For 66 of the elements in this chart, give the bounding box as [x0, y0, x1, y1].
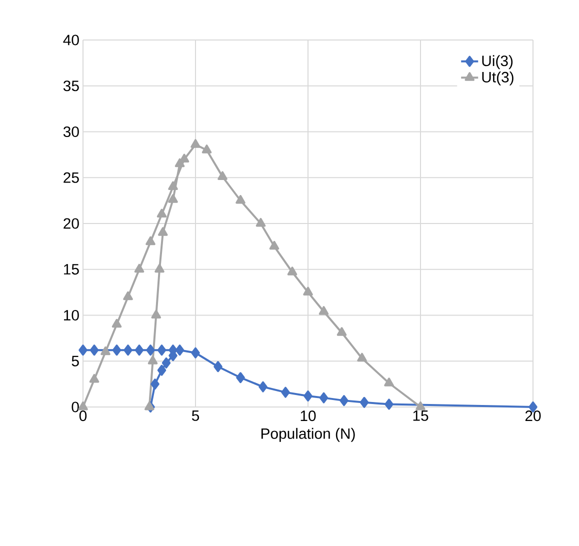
point	[190, 139, 200, 148]
point	[150, 378, 160, 390]
point	[256, 218, 266, 227]
point	[269, 240, 280, 250]
point	[146, 236, 156, 246]
point	[281, 386, 290, 398]
point	[89, 374, 100, 383]
point	[146, 344, 155, 356]
point	[319, 392, 328, 404]
point	[258, 381, 268, 392]
point	[168, 194, 178, 203]
point	[168, 181, 178, 190]
point	[236, 195, 246, 204]
legend-label: Ui(3)	[482, 55, 513, 70]
point	[214, 361, 222, 372]
y-tick-label: 35	[63, 80, 79, 92]
point	[236, 372, 245, 384]
x-tick-label: 5	[192, 410, 200, 421]
point	[154, 264, 164, 273]
point	[124, 344, 132, 356]
y-tick-label: 15	[64, 264, 79, 275]
point	[90, 344, 99, 356]
y-tick-label: 5	[72, 356, 79, 366]
y-tick-label: 0	[72, 402, 79, 412]
point	[179, 154, 190, 163]
y-tick-label: 25	[64, 172, 79, 183]
point	[318, 306, 329, 315]
point	[112, 344, 122, 356]
point	[134, 344, 144, 356]
point	[78, 344, 88, 356]
x-tick-label: 20	[525, 410, 541, 422]
point	[287, 266, 298, 276]
point	[158, 227, 168, 236]
point	[148, 356, 158, 364]
point	[340, 395, 348, 406]
x-tick-label: 0	[79, 410, 87, 422]
point	[157, 344, 166, 356]
point	[191, 347, 200, 358]
point	[416, 401, 426, 410]
point	[134, 264, 144, 273]
point	[202, 144, 212, 154]
point	[384, 378, 394, 386]
point	[218, 171, 228, 180]
y-tick-label: 10	[64, 310, 79, 321]
y-tick-label: 20	[64, 218, 79, 229]
point	[336, 327, 347, 336]
y-tick-label: 30	[63, 126, 79, 138]
y-tick-label: 40	[63, 34, 79, 46]
point	[360, 396, 369, 408]
point	[157, 364, 166, 376]
point	[304, 390, 312, 402]
point	[357, 352, 367, 362]
point	[303, 286, 313, 296]
point	[123, 291, 133, 300]
point	[156, 208, 167, 218]
point	[175, 344, 184, 356]
legend-label: Ut(3)	[482, 71, 514, 86]
x-axis-title: Population (N)	[261, 428, 355, 442]
point	[384, 398, 394, 410]
point	[112, 318, 122, 328]
point	[151, 310, 162, 318]
point	[78, 401, 88, 410]
x-tick-label: 15	[413, 410, 428, 421]
x-tick-label: 10	[300, 410, 316, 422]
point	[162, 357, 171, 368]
point	[100, 346, 110, 356]
